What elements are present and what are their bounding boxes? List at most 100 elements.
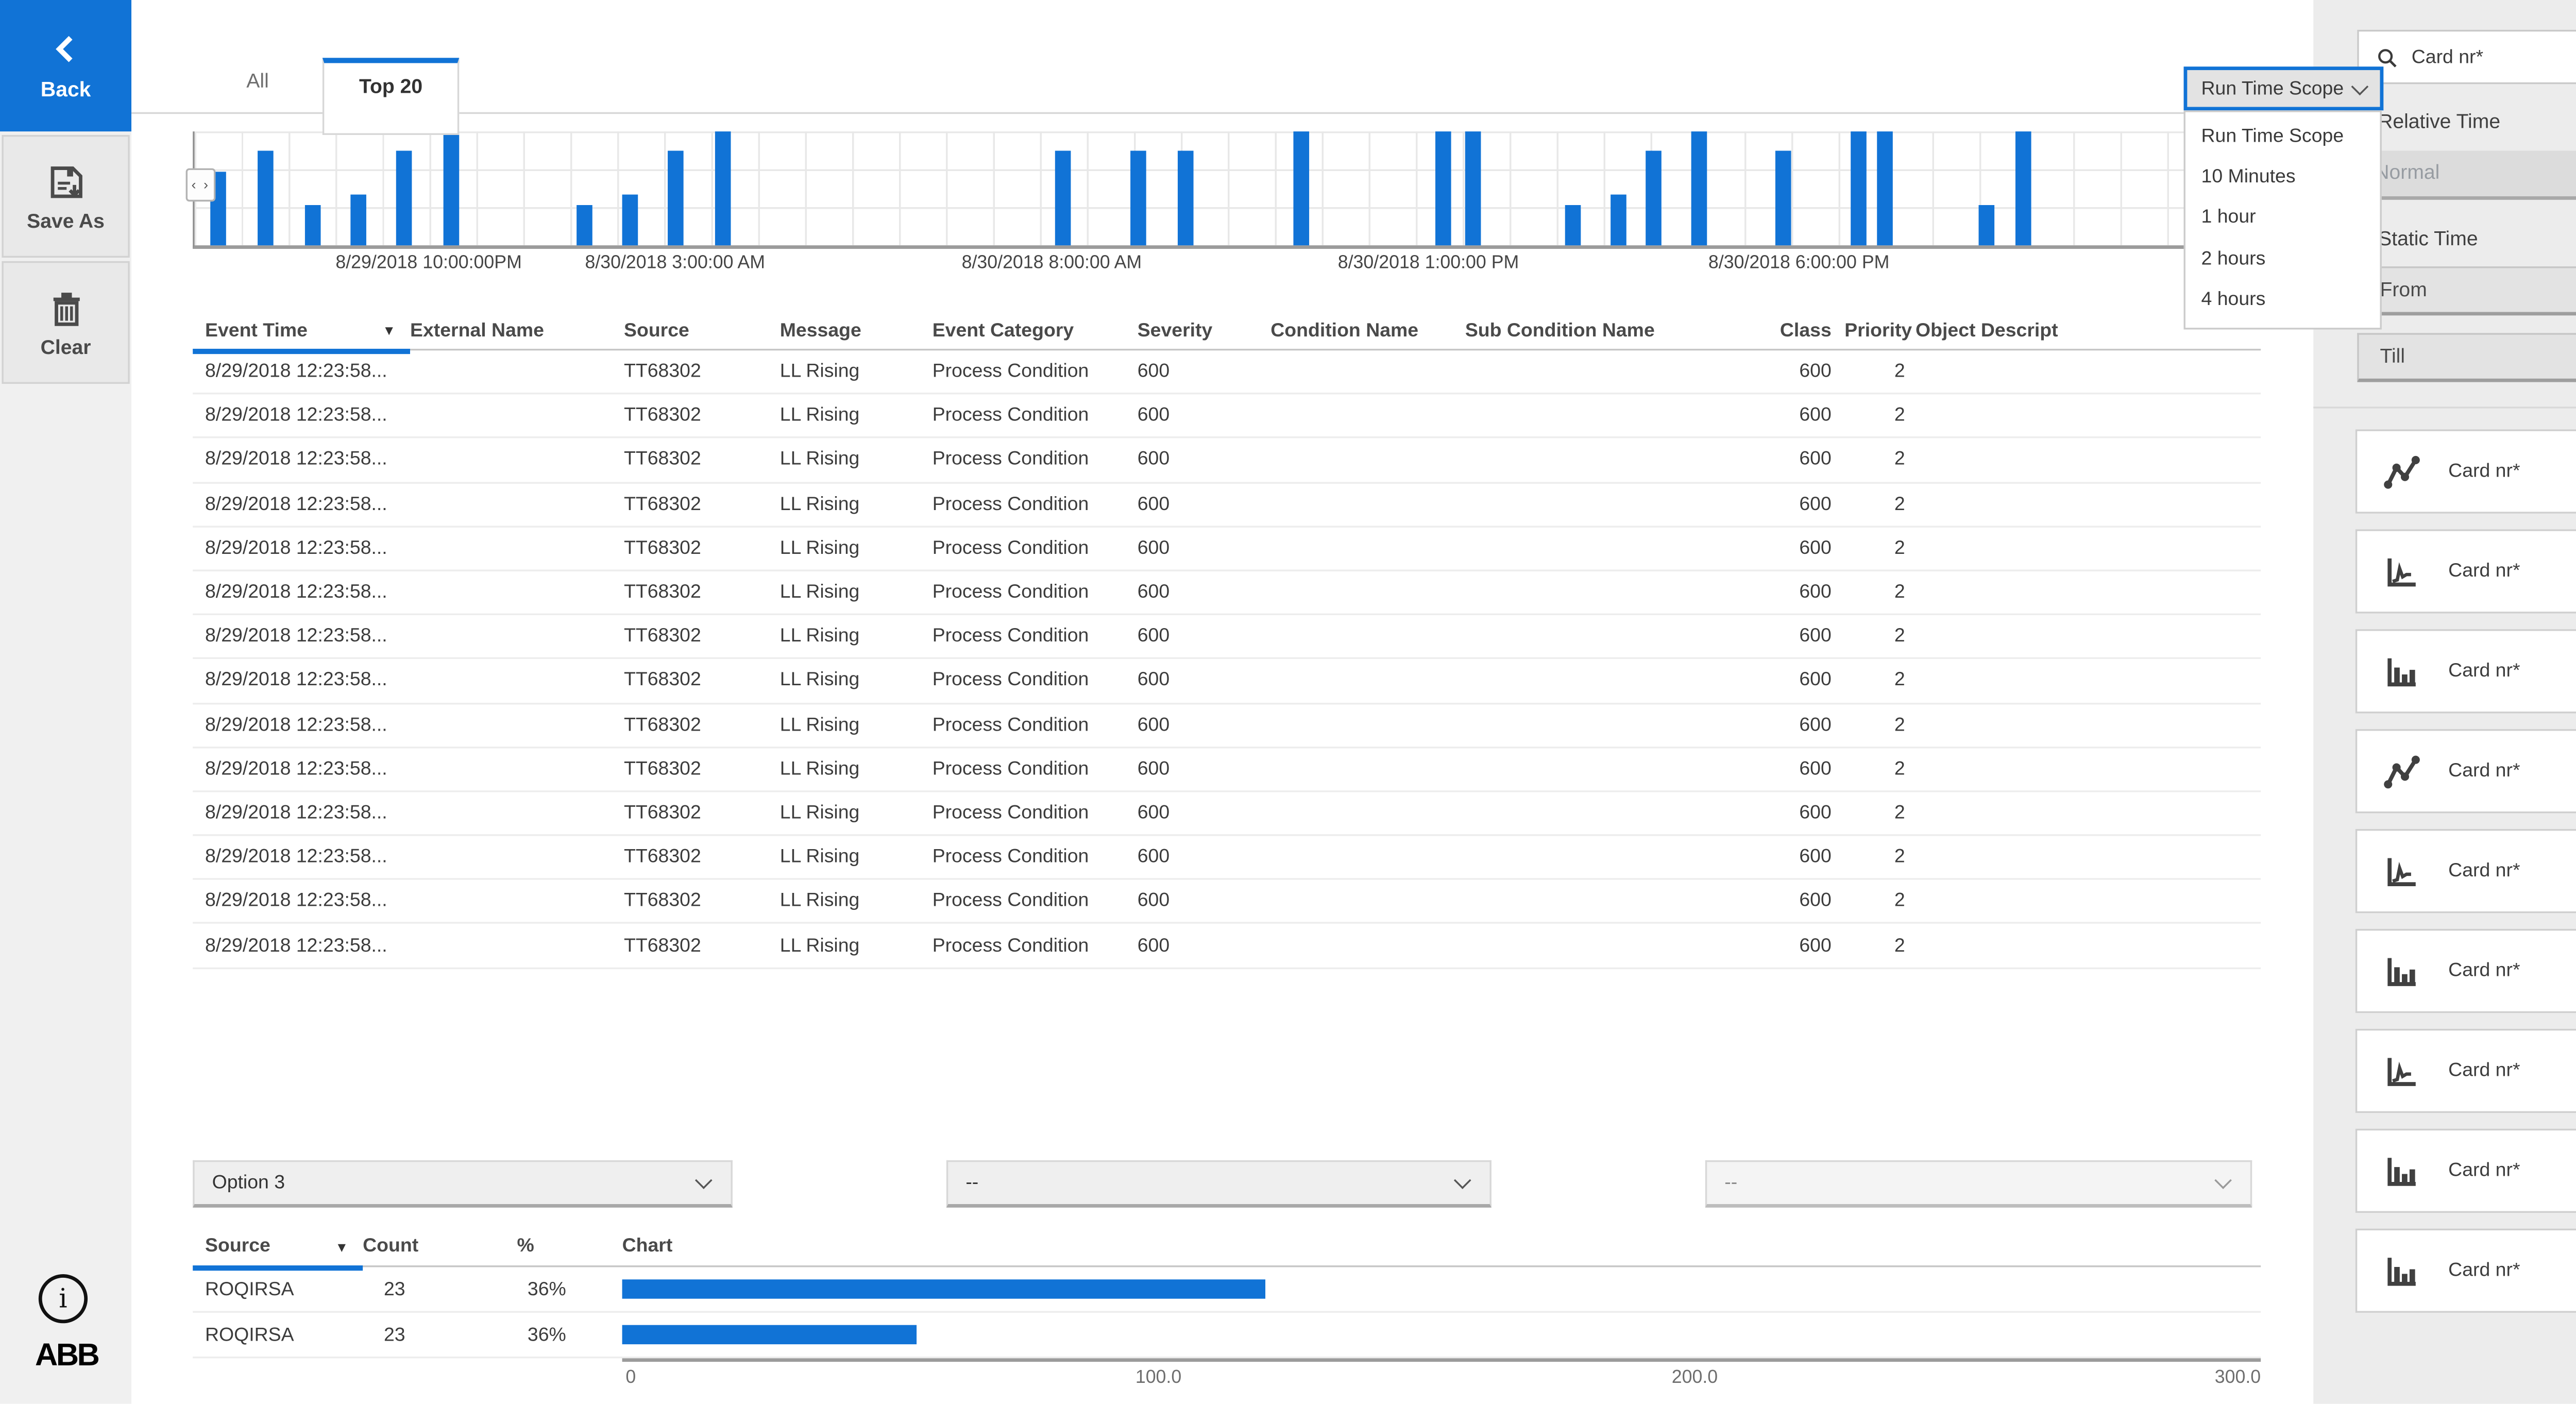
cell-event-category: Process Condition [932, 670, 1089, 691]
cell-priority: 2 [1894, 670, 1905, 691]
timeline-bar [443, 131, 460, 246]
column-header-event-time[interactable]: Event Time ▾ [193, 320, 410, 341]
card-item[interactable]: Card nr*☆ [2355, 928, 2576, 1013]
from-date-field[interactable]: From [2357, 266, 2576, 316]
run-time-scope-option[interactable]: 2 hours [2201, 248, 2266, 269]
table-row[interactable]: 8/29/2018 12:23:58... TT68302 LL Rising Pro… [193, 792, 2261, 836]
table-row[interactable]: 8/29/2018 12:23:58... TT68302 LL Rising Pro… [193, 704, 2261, 748]
cell-event-time: 8/29/2018 12:23:58... [205, 582, 387, 603]
table-row[interactable]: 8/29/2018 12:23:58... TT68302 LL Rising Pro… [193, 527, 2261, 571]
run-time-scope-option[interactable]: 1 hour [2201, 207, 2256, 229]
card-search-input[interactable]: Card nr* ★ [2357, 29, 2576, 84]
card-item[interactable]: Card nr*★ [2355, 829, 2576, 914]
column-header-severity[interactable]: Severity [1138, 320, 1271, 341]
column-header-priority[interactable]: Priority [1835, 320, 1916, 341]
column-header-event-category[interactable]: Event Category [933, 320, 1138, 341]
bar-chart-icon [2383, 953, 2420, 989]
cell-message: LL Rising [779, 494, 860, 515]
cell-class: 600 [1799, 626, 1832, 647]
table-row[interactable]: 8/29/2018 12:23:58... TT68302 LL Rising Pro… [193, 659, 2261, 704]
till-date-field[interactable]: Till [2357, 333, 2576, 382]
summary-column-header-count[interactable]: Count [363, 1236, 517, 1257]
filter-select-2[interactable]: -- [946, 1160, 1492, 1208]
run-time-scope-option[interactable]: 4 hours [2201, 289, 2266, 310]
summary-column-header-source[interactable]: Source ▾ [193, 1236, 363, 1257]
tab-all[interactable]: All [246, 72, 269, 93]
filter-select-1[interactable]: Option 3 [193, 1160, 733, 1208]
table-row[interactable]: 8/29/2018 12:23:58... TT68302 LL Rising Pro… [193, 836, 2261, 881]
timeline-bar [622, 194, 638, 246]
cell-class: 600 [1799, 537, 1832, 559]
column-header-external-name[interactable]: External Name [410, 320, 624, 341]
card-item[interactable]: Card nr*☆ [2355, 1128, 2576, 1213]
cell-severity: 600 [1137, 449, 1170, 471]
till-placeholder: Till [2380, 346, 2405, 367]
filter-select-value: -- [965, 1172, 979, 1194]
info-icon[interactable]: i [38, 1274, 88, 1324]
sort-indicator [193, 348, 410, 354]
cell-severity: 600 [1137, 361, 1170, 382]
tab-top-20[interactable]: Top 20 [322, 58, 460, 135]
cell-message: LL Rising [779, 847, 860, 868]
timeline-bar [1055, 150, 1071, 246]
cell-source: TT68302 [624, 935, 701, 956]
table-row[interactable]: 8/29/2018 12:23:58... TT68302 LL Rising Pro… [193, 350, 2261, 395]
summary-table: Source ▾ Count% Chart ROQIRSA 23 36% ROQIRSA 23… [193, 1227, 2261, 1393]
table-row[interactable]: 8/29/2018 12:23:58... TT68302 LL Rising Pro… [193, 571, 2261, 616]
cell-priority: 2 [1894, 494, 1905, 515]
table-row[interactable]: 8/29/2018 12:23:58... TT68302 LL Rising Pro… [193, 924, 2261, 969]
cell-source: TT68302 [624, 758, 701, 780]
pan-handle[interactable]: ‹ › [185, 168, 216, 202]
column-header-sub-condition-name[interactable]: Sub Condition Name [1465, 320, 1726, 341]
cell-event-time: 8/29/2018 12:23:58... [205, 361, 387, 382]
card-item[interactable]: Card nr*★ [2355, 429, 2576, 514]
cell-severity: 600 [1137, 494, 1170, 515]
table-row[interactable]: 8/29/2018 12:23:58... TT68302 LL Rising Pro… [193, 395, 2261, 439]
column-header-object-descript[interactable]: Object Descript [1916, 320, 2261, 341]
line-chart-icon [2383, 1053, 2420, 1089]
table-row[interactable]: 8/29/2018 12:23:58... TT68302 LL Rising Pro… [193, 483, 2261, 528]
column-header-label: Object Descript [1916, 319, 2058, 341]
summary-column-header-chart[interactable]: Chart [622, 1236, 2261, 1257]
card-item[interactable]: Card nr*☆ [2355, 729, 2576, 814]
table-row[interactable]: 8/29/2018 12:23:58... TT68302 LL Rising Pro… [193, 615, 2261, 660]
card-item[interactable]: Card nr*☆ [2355, 1028, 2576, 1113]
cell-event-time: 8/29/2018 12:23:58... [205, 758, 387, 780]
summary-row[interactable]: ROQIRSA 23 36% [193, 1267, 2261, 1313]
timeline-bar [304, 204, 321, 246]
filter-select-value: Option 3 [212, 1172, 285, 1194]
save-as-button[interactable]: Save As [2, 134, 130, 258]
cell-event-category: Process Condition [932, 935, 1089, 956]
run-time-scope-dropdown[interactable]: Run Time Scope [2183, 66, 2384, 111]
summary-row[interactable]: ROQIRSA 23 36% [193, 1313, 2261, 1359]
card-item[interactable]: Card nr*☆ [2355, 529, 2576, 614]
run-time-scope-option[interactable]: 10 Minutes [2201, 166, 2296, 188]
table-row[interactable]: 8/29/2018 12:23:58... TT68302 LL Rising Pro… [193, 439, 2261, 483]
column-header-condition-name[interactable]: Condition Name [1270, 320, 1465, 341]
cell-chart [622, 1279, 2261, 1299]
cell-message: LL Rising [779, 626, 860, 647]
card-item[interactable]: Card nr*☆ [2355, 629, 2576, 714]
table-row[interactable]: 8/29/2018 12:23:58... TT68302 LL Rising Pro… [193, 748, 2261, 792]
timeline-bar [1435, 131, 1451, 246]
filter-select-3[interactable]: -- [1705, 1160, 2252, 1208]
column-header-message[interactable]: Message [780, 320, 933, 341]
normal-select[interactable]: Normal [2357, 150, 2576, 200]
column-header-source[interactable]: Source [624, 320, 780, 341]
run-time-scope-option[interactable]: Run Time Scope [2201, 125, 2344, 147]
summary-column-header-[interactable]: % [517, 1236, 622, 1257]
bar-chart-icon [2383, 1153, 2420, 1189]
card-item[interactable]: Card nr*☆ [2355, 1228, 2576, 1313]
cell-class: 600 [1799, 361, 1832, 382]
column-header-class[interactable]: Class [1726, 320, 1835, 341]
clear-button[interactable]: Clear [2, 261, 130, 384]
cell-priority: 2 [1894, 891, 1905, 912]
cell-message: LL Rising [779, 405, 860, 427]
table-row[interactable]: 8/29/2018 12:23:58... TT68302 LL Rising Pro… [193, 881, 2261, 925]
tab-strip-divider [131, 112, 2314, 114]
timeline-bar [1293, 131, 1310, 246]
back-button[interactable]: Back [0, 0, 132, 132]
line-chart-icon [2383, 553, 2420, 589]
cell-severity: 600 [1137, 758, 1170, 780]
